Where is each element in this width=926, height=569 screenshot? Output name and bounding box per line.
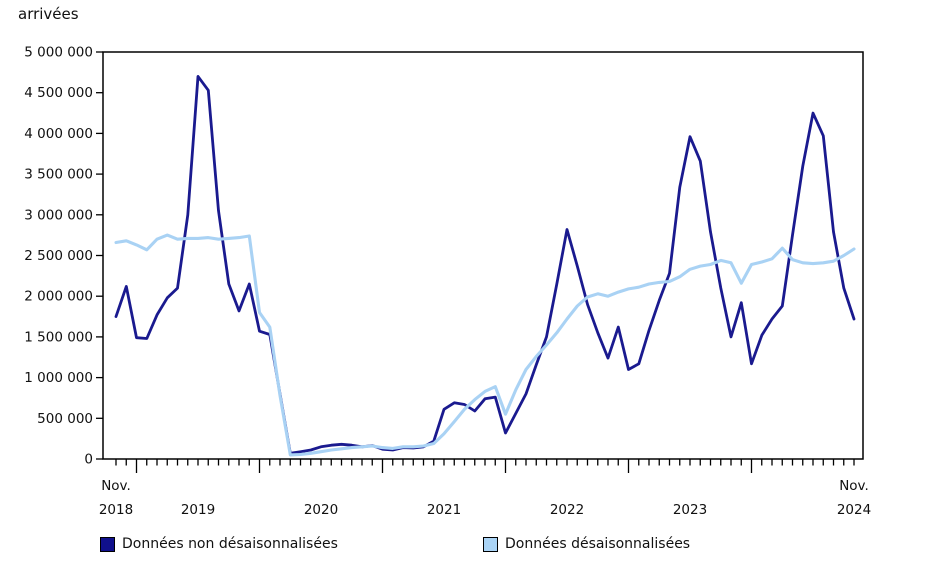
series-line-non-adjusted (114, 75, 856, 455)
y-tick-label: 5 000 000 (24, 45, 93, 61)
legend-item-non-adjusted: Données non désaisonnalisées (100, 536, 338, 552)
x-label-year: 2019 (181, 502, 215, 518)
x-label-month: Nov. (839, 478, 869, 494)
y-tick-label: 4 000 000 (24, 126, 93, 142)
x-label-year: 2020 (304, 502, 338, 518)
legend-label-non-adjusted: Données non désaisonnalisées (122, 536, 338, 552)
y-tick-label: 2 500 000 (24, 248, 93, 264)
legend-item-adjusted: Données désaisonnalisées (483, 536, 690, 552)
y-axis-ticks: 0 500 000 1 000 000 1 500 000 2 000 000 2 500… (24, 45, 103, 468)
x-label-year: 2023 (673, 502, 707, 518)
x-label-year: 2018 (99, 502, 133, 518)
legend-label-adjusted: Données désaisonnalisées (505, 536, 691, 552)
x-label-year: 2024 (837, 502, 871, 518)
y-tick-label: 1 000 000 (24, 370, 93, 386)
legend-swatch-adjusted (483, 536, 498, 552)
series-line-adjusted (114, 233, 856, 457)
y-tick-label: 3 000 000 (24, 207, 93, 223)
y-tick-label: 3 500 000 (24, 167, 93, 183)
y-axis-unit-title: arrivées (18, 5, 79, 23)
x-label-year: 2021 (427, 502, 461, 518)
legend-swatch-non-adjusted (100, 536, 115, 552)
y-tick-label: 1 500 000 (24, 329, 93, 345)
x-axis-ticks (115, 459, 855, 473)
axes (102, 51, 864, 460)
y-tick-label: 2 000 000 (24, 289, 93, 305)
x-label-year: 2022 (550, 502, 584, 518)
y-tick-label: 500 000 (37, 411, 93, 427)
y-tick-label: 0 (84, 452, 93, 468)
x-label-month: Nov. (101, 478, 131, 494)
x-axis-labels: Nov. 2018 2019 2020 2021 2022 2023 Nov. 2024 (99, 478, 871, 518)
y-tick-label: 4 500 000 (24, 85, 93, 101)
